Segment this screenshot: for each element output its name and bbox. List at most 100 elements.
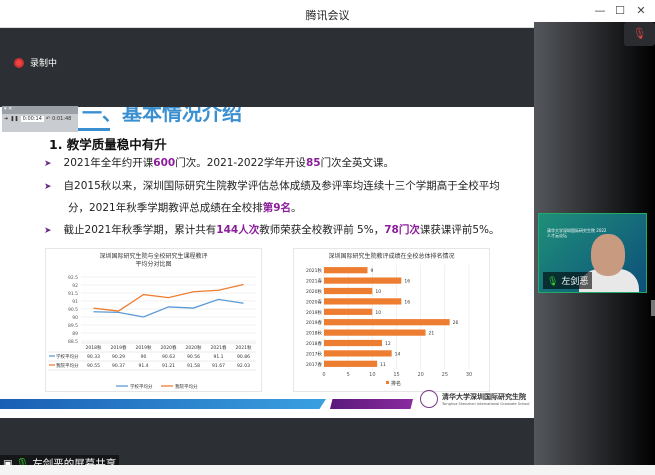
recording-indicator[interactable]: 录制中 [14, 56, 57, 69]
window-title: 腾讯会议 [305, 9, 350, 22]
y-tick-label: 89.5 [68, 323, 78, 329]
data-label: 90.29 [112, 354, 125, 360]
bar [324, 350, 392, 357]
data-label: 26 [453, 320, 459, 326]
y-tick-label: 91 [72, 299, 78, 305]
bar [324, 267, 368, 274]
category-label: 2020秋 [306, 288, 322, 295]
data-label: 90.63 [162, 354, 175, 360]
bar [324, 360, 378, 367]
line-chart: 深圳国际研究生院与全校研究生课程教评平均分对比图 88.5 89 89.5 90 90.… [45, 248, 262, 392]
category-label: 2021秋 [236, 344, 252, 351]
bar [324, 298, 402, 305]
data-label: 91.67 [212, 363, 225, 369]
video-background-text: 清华大学深圳国际研究生院 2022 人才云论坛 [547, 228, 607, 238]
footer-band-purple [330, 399, 413, 409]
legend-label: 排名 [391, 380, 401, 387]
category-label: 2018秋 [306, 330, 322, 337]
presentation-slide: 一、基本情况介绍 1. 教学质量稳中有升 ➤ 2021年全年约开课600门次。20… [0, 107, 534, 418]
data-label: 91.58 [187, 363, 200, 369]
data-label: 16 [404, 299, 410, 305]
category-label: 2021春 [211, 344, 227, 351]
bar-chart-plot: 0 5 10 15 20 25 30 2021秋 9 2021春 16 2020秋 10 2020春 16 2… [306, 265, 472, 387]
bullet-1: ➤ 2021年全年约开课600门次。2021-2022学年开设85门次全英文课。 [44, 157, 395, 169]
legend-key [386, 381, 389, 384]
x-tick-label: 25 [442, 372, 448, 378]
bar [324, 308, 373, 315]
close-button[interactable]: ✕ [636, 4, 646, 17]
legend-label: 我院平均分 [175, 383, 198, 390]
bar-chart-title: 深圳国际研究生院教评成绩在全校总体排名情况 [328, 253, 455, 260]
y-tick-label: 90 [72, 315, 78, 321]
player-titlebar[interactable]: ▾ ✕ [2, 106, 78, 114]
mic-on-icon: 🎙 [547, 277, 559, 287]
data-label: 16 [404, 279, 410, 285]
slide-heading: 1. 教学质量稳中有升 [49, 137, 167, 152]
screen-icon: ▣ [3, 457, 13, 470]
y-tick-label: 90.5 [68, 307, 78, 313]
data-label: 90.86 [237, 354, 250, 360]
rewind-icon[interactable]: ↶ [45, 116, 51, 122]
y-tick-label: 91.5 [68, 291, 78, 297]
participant-video-tile[interactable]: 清华大学深圳国际研究生院 2022 人才云论坛 🎙 左剑恶 [538, 213, 647, 293]
data-label: 14 [395, 351, 401, 357]
footer-band-blue [0, 399, 326, 409]
category-label: 2019秋 [306, 309, 322, 316]
series-line-0 [93, 298, 244, 318]
data-label: 90.56 [187, 354, 200, 360]
category-label: 2017秋 [306, 350, 322, 357]
participant-body [579, 269, 639, 292]
x-tick-label: 5 [347, 372, 350, 378]
series-line-1 [93, 283, 244, 312]
elapsed-time: 0:00:14 [20, 116, 44, 122]
category-label: 2019秋 [136, 344, 152, 351]
pause-icon[interactable]: ❚❚ [10, 116, 19, 122]
category-label: 2019春 [306, 319, 322, 326]
forward-icon[interactable]: ➔ [4, 116, 9, 122]
y-tick-label: 92.5 [68, 275, 78, 281]
x-tick-label: 15 [393, 372, 399, 378]
bar-chart: 深圳国际研究生院教评成绩在全校总体排名情况 0 5 10 15 20 25 30 2021秋 9… [293, 248, 490, 392]
line-chart-title: 深圳国际研究生院与全校研究生课程教评平均分对比图 [99, 253, 208, 268]
table-series-name: 学校平均分 [56, 353, 79, 360]
data-label: 91.1 [213, 354, 223, 360]
data-label: 92.03 [237, 363, 250, 369]
bar [324, 287, 373, 295]
slide-title: 一、基本情况介绍 [82, 107, 242, 125]
media-player-controls[interactable]: ▾ ✕ ➔ ❚❚ 0:00:14 ↶ 0:01:48 [2, 106, 78, 132]
x-tick-label: 10 [369, 372, 375, 378]
record-icon [14, 57, 24, 68]
data-label: 9 [371, 268, 374, 274]
data-label: 11 [380, 362, 386, 368]
x-tick-label: 30 [466, 372, 472, 378]
data-label: 10 [375, 289, 381, 295]
x-tick-label: 20 [417, 372, 423, 378]
category-label: 2021春 [306, 278, 322, 285]
bottom-bar [0, 465, 655, 475]
sidebar-scrollbar[interactable] [651, 300, 655, 316]
category-label: 2018秋 [86, 344, 102, 351]
bar [324, 329, 426, 336]
legend-label: 学校平均分 [130, 383, 153, 390]
bar [324, 339, 382, 347]
data-label: 90.37 [112, 363, 125, 369]
x-tick-label: 0 [322, 372, 325, 378]
y-tick-label: 88.5 [68, 339, 78, 345]
data-label: 91.4 [138, 363, 148, 369]
bullet-2: ➤ 自2015秋以来，深圳国际研究生院教学评估总体成绩及参评率均连续十三个学期高于… [44, 180, 500, 214]
maximize-button[interactable]: ☐ [615, 4, 625, 17]
participant-face [591, 234, 625, 276]
category-label: 2020秋 [186, 344, 202, 351]
data-label: 91.21 [162, 363, 175, 369]
bar [324, 319, 450, 326]
minimize-button[interactable]: — [594, 4, 606, 17]
participant-name-tag: 🎙 左剑恶 [543, 272, 593, 289]
y-tick-label: 92 [72, 283, 78, 289]
bar [324, 277, 402, 284]
line-chart-plot: 88.5 89 89.5 90 90.5 91 91.5 92 92.5 2018秋 2019春 20… [48, 275, 256, 390]
table-series-name: 我院平均分 [56, 362, 79, 369]
data-label: 10 [375, 310, 381, 316]
mic-muted-icon[interactable]: 🎙 [624, 22, 655, 46]
data-label: 12 [385, 341, 391, 347]
data-label: 90 [141, 354, 147, 360]
